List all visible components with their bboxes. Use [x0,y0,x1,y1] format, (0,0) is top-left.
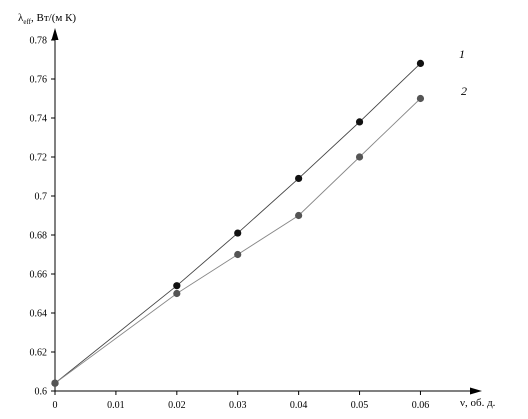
data-point-series-1 [234,229,242,237]
y-tick-label: 0.68 [30,231,48,242]
y-tick-label: 0.78 [30,36,48,47]
labels: λeff, Вт/(м К) ν, об. д. 1 2 [18,12,496,409]
data-point-series-1 [173,282,181,290]
x-tick-label: 0.06 [412,400,430,411]
y-tick-label: 0.6 [35,387,48,398]
series-layer [51,59,425,387]
axes: 0.6 0.62 0.64 0.66 0.68 0.7 0.72 0.74 0.76 0.78 0 0… [30,28,482,411]
data-point-series-1 [295,174,303,183]
x-tick-label: 0.03 [229,400,247,411]
y-axis-arrow [51,28,59,40]
data-point-series-2 [234,250,242,259]
data-point-series-2 [51,379,59,387]
y-tick-label: 0.76 [30,75,48,86]
data-point-series-2 [355,153,364,161]
x-tick-label: 0.02 [168,400,186,411]
y-tick-label: 0.7 [35,192,48,203]
data-point-series-2 [295,211,303,220]
series-label-1: 1 [459,47,465,61]
y-tick-label: 0.66 [30,270,48,281]
x-tick-label: 0.05 [351,400,369,411]
x-tick-label: 0.04 [290,400,308,411]
series-label-2: 2 [461,84,467,98]
y-tick-label: 0.64 [30,309,48,320]
x-axis-label: ν, об. д. [460,397,496,409]
y-axis-label: λeff, Вт/(м К) [18,12,76,26]
y-tick-label: 0.62 [30,348,48,359]
data-point-series-2 [416,94,425,103]
x-tick-label: 0 [53,400,58,411]
y-tick-label: 0.74 [30,114,48,125]
y-tick-label: 0.72 [30,153,48,164]
x-tick-label: 0.01 [107,400,125,411]
x-axis-arrow [470,387,482,395]
series-line-2 [54,98,421,384]
series-line-1 [54,63,421,384]
data-point-series-1 [355,118,364,126]
data-point-series-1 [416,59,425,67]
data-point-series-2 [173,289,181,298]
